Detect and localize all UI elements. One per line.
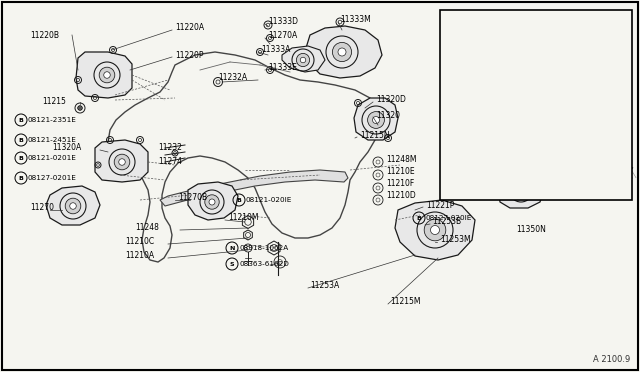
Polygon shape: [46, 186, 100, 225]
Text: N: N: [532, 125, 538, 131]
Text: 11215M: 11215M: [390, 298, 420, 307]
Text: 08121-2351E: 08121-2351E: [28, 117, 77, 123]
Circle shape: [514, 183, 528, 197]
Text: 11375: 11375: [496, 115, 520, 125]
Text: 11248M: 11248M: [386, 155, 417, 164]
Text: S: S: [557, 80, 563, 84]
Text: 11270A: 11270A: [268, 32, 297, 41]
Text: 11210D: 11210D: [386, 192, 416, 201]
Text: N: N: [229, 246, 235, 250]
Polygon shape: [354, 98, 398, 140]
Circle shape: [99, 67, 115, 83]
Text: 11333E: 11333E: [268, 64, 297, 73]
Polygon shape: [188, 182, 238, 220]
Circle shape: [332, 42, 351, 62]
Text: 11350N: 11350N: [516, 225, 546, 234]
Polygon shape: [76, 52, 132, 98]
Circle shape: [296, 54, 310, 67]
Polygon shape: [395, 200, 475, 260]
Text: A 2100.9: A 2100.9: [593, 356, 630, 365]
Text: 08363-6162D: 08363-6162D: [560, 76, 612, 84]
Circle shape: [431, 225, 440, 234]
Text: B: B: [19, 155, 24, 160]
Text: 11210F: 11210F: [386, 180, 414, 189]
Circle shape: [424, 219, 446, 241]
Text: 11320D: 11320D: [376, 96, 406, 105]
Text: 11253A: 11253A: [310, 282, 339, 291]
Text: B: B: [417, 215, 421, 221]
Text: 11210M: 11210M: [228, 214, 259, 222]
Text: 11320A: 11320A: [52, 144, 81, 153]
Polygon shape: [468, 32, 522, 76]
Text: 11375: 11375: [462, 17, 486, 26]
Text: 11210A: 11210A: [125, 251, 154, 260]
Text: S: S: [230, 262, 234, 266]
Circle shape: [114, 154, 130, 170]
Circle shape: [205, 195, 219, 209]
Polygon shape: [306, 26, 382, 78]
Text: 08121-020IE: 08121-020IE: [246, 197, 292, 203]
Text: 11350B: 11350B: [507, 157, 536, 167]
Text: 11270B: 11270B: [178, 193, 207, 202]
Text: 08363-6162D: 08363-6162D: [567, 79, 615, 85]
Text: 11375: 11375: [443, 23, 467, 32]
Text: S: S: [553, 77, 557, 83]
Text: 11320: 11320: [376, 110, 400, 119]
Text: 11210C: 11210C: [125, 237, 154, 247]
Text: 11375: 11375: [536, 108, 560, 116]
Text: 08918-1062A: 08918-1062A: [545, 124, 596, 132]
Text: N: N: [545, 118, 550, 122]
Text: 11221P: 11221P: [426, 201, 454, 209]
Text: 08127-020IE: 08127-020IE: [426, 215, 472, 221]
Text: 11253M: 11253M: [440, 235, 470, 244]
Circle shape: [338, 48, 346, 56]
Text: 11270: 11270: [30, 203, 54, 212]
Text: 11333M: 11333M: [340, 16, 371, 25]
Circle shape: [65, 198, 81, 214]
Text: 11248: 11248: [135, 224, 159, 232]
Circle shape: [372, 116, 380, 124]
Text: B: B: [19, 138, 24, 142]
Text: 08918-1062A: 08918-1062A: [555, 120, 603, 126]
Polygon shape: [160, 170, 348, 206]
Text: 11232A: 11232A: [218, 74, 247, 83]
Text: 11215N: 11215N: [360, 131, 390, 140]
Circle shape: [209, 199, 215, 205]
Text: 11210E: 11210E: [386, 167, 415, 176]
Text: B: B: [19, 176, 24, 180]
Polygon shape: [95, 140, 148, 182]
Text: 08127-0201E: 08127-0201E: [28, 175, 77, 181]
Text: 08363-6162D: 08363-6162D: [239, 261, 289, 267]
Circle shape: [518, 187, 524, 193]
Text: 11220B: 11220B: [30, 31, 59, 39]
Text: 11220P: 11220P: [175, 51, 204, 60]
Polygon shape: [282, 46, 325, 72]
Polygon shape: [498, 172, 544, 208]
Text: B: B: [19, 118, 24, 122]
Text: 11215: 11215: [42, 97, 66, 106]
Text: 08918-1062A: 08918-1062A: [239, 245, 288, 251]
Text: 08121-0201E: 08121-0201E: [28, 155, 77, 161]
Text: 11253B: 11253B: [432, 218, 461, 227]
Circle shape: [104, 72, 110, 78]
Text: 11274: 11274: [158, 157, 182, 167]
Text: 11333A: 11333A: [261, 45, 291, 55]
Bar: [440, 10, 632, 200]
Text: 11220A: 11220A: [175, 23, 204, 32]
Text: 11333D: 11333D: [268, 17, 298, 26]
Text: B: B: [237, 198, 241, 202]
Polygon shape: [502, 85, 540, 115]
Text: 08121-2451E: 08121-2451E: [28, 137, 77, 143]
Text: 11232: 11232: [158, 144, 182, 153]
Circle shape: [367, 112, 385, 128]
Circle shape: [70, 203, 76, 209]
Circle shape: [119, 159, 125, 165]
Circle shape: [300, 57, 306, 63]
